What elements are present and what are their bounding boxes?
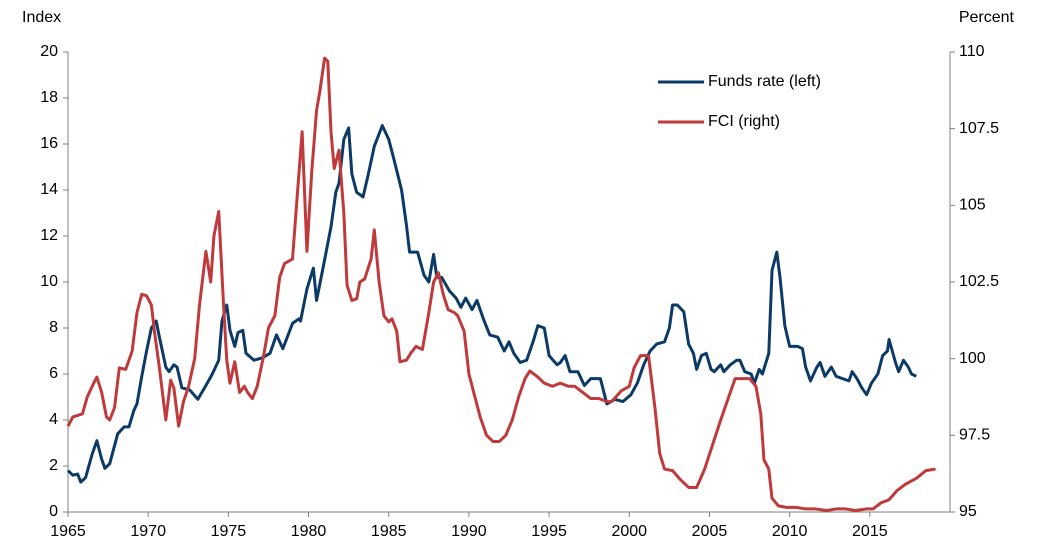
series-line [66,56,936,512]
x-tick-label: 1985 [371,523,407,540]
y2-tick-label: 97.5 [959,427,990,444]
y-tick-label: 4 [49,411,58,428]
x-tick-label: 1970 [130,523,166,540]
x-tick-label: 1975 [211,523,247,540]
x-tick-label: 2015 [852,523,888,540]
legend-label: Funds rate (left) [708,73,821,90]
x-tick-label: 1980 [291,523,327,540]
x-tick-label: 2010 [772,523,808,540]
y-tick-label: 0 [49,503,58,520]
y-axis-label: Index [22,9,61,26]
y2-tick-label: 100 [959,350,986,367]
y2-tick-label: 105 [959,197,986,214]
x-tick-label: 2000 [611,523,647,540]
y-tick-label: 10 [40,273,58,290]
y2-tick-label: 110 [959,43,985,60]
y-tick-label: 2 [49,457,58,474]
y-tick-label: 6 [49,365,58,382]
y2-tick-label: 102.5 [959,273,999,290]
y-tick-label: 12 [40,227,58,244]
y2-tick-label: 95 [959,503,977,520]
y-tick-label: 14 [40,181,58,198]
y-tick-label: 18 [40,89,58,106]
series-line [66,124,917,484]
x-tick-label: 1995 [531,523,567,540]
y2-tick-label: 107.5 [959,120,999,137]
y2-axis-label: Percent [959,9,1015,26]
x-tick-label: 1990 [451,523,487,540]
y-tick-label: 16 [40,135,58,152]
x-tick-label: 1965 [50,523,86,540]
legend-label: FCI (right) [708,113,780,130]
y-tick-label: 8 [49,319,58,336]
x-tick-label: 2005 [692,523,728,540]
y-tick-label: 20 [40,43,58,60]
